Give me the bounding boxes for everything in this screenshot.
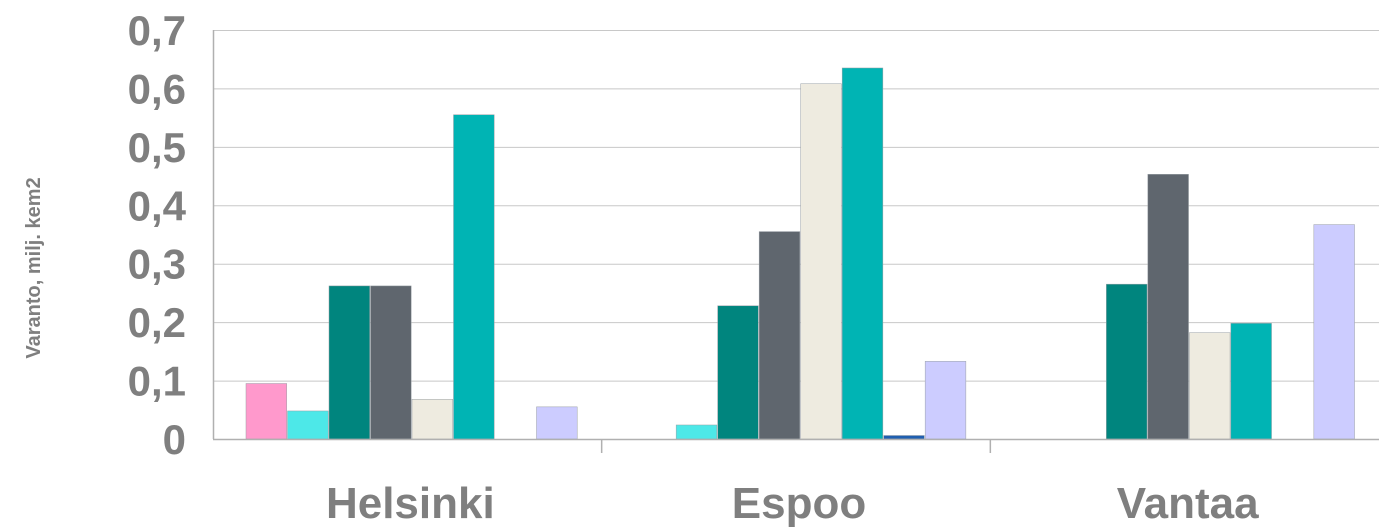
bar: [328, 285, 370, 440]
y-tick-label: 0: [163, 416, 186, 463]
y-tick-label: 0,5: [128, 124, 186, 171]
bar: [717, 305, 759, 440]
bar: [453, 114, 495, 440]
x-tick-label: Helsinki: [326, 479, 495, 528]
y-tick-label: 0,7: [128, 7, 186, 54]
y-tick-label: 0,3: [128, 241, 186, 288]
bar: [758, 231, 801, 440]
y-tick-label: 0,4: [128, 182, 187, 229]
bar: [841, 67, 884, 440]
bar: [1189, 332, 1231, 440]
bar: [1106, 283, 1148, 440]
bar: [1313, 224, 1355, 440]
bar: [675, 424, 718, 440]
x-tick-label: Vantaa: [1117, 479, 1259, 528]
y-tick-label: 0,2: [128, 299, 186, 346]
bar: [536, 406, 578, 440]
bar: [1230, 323, 1272, 440]
y-axis-label: Varanto, milj. kem2: [23, 177, 45, 358]
axes: [212, 30, 1379, 441]
bars: [245, 67, 1355, 453]
y-tick-label: 0,6: [128, 65, 186, 112]
bar: [924, 361, 967, 440]
x-tick-label: Espoo: [732, 479, 866, 528]
y-tick-label: 0,1: [128, 358, 186, 405]
bar: [245, 383, 287, 440]
bar: [1147, 174, 1189, 440]
bar: [370, 285, 412, 440]
x-tick-labels: Helsinki Espoo Vantaa: [326, 479, 1259, 528]
y-tick-labels: 0 0,1 0,2 0,3 0,4 0,5 0,6 0,7: [128, 7, 187, 463]
bar: [411, 399, 453, 440]
bar: [883, 435, 925, 440]
bar: [800, 83, 842, 440]
bar: [287, 410, 329, 440]
